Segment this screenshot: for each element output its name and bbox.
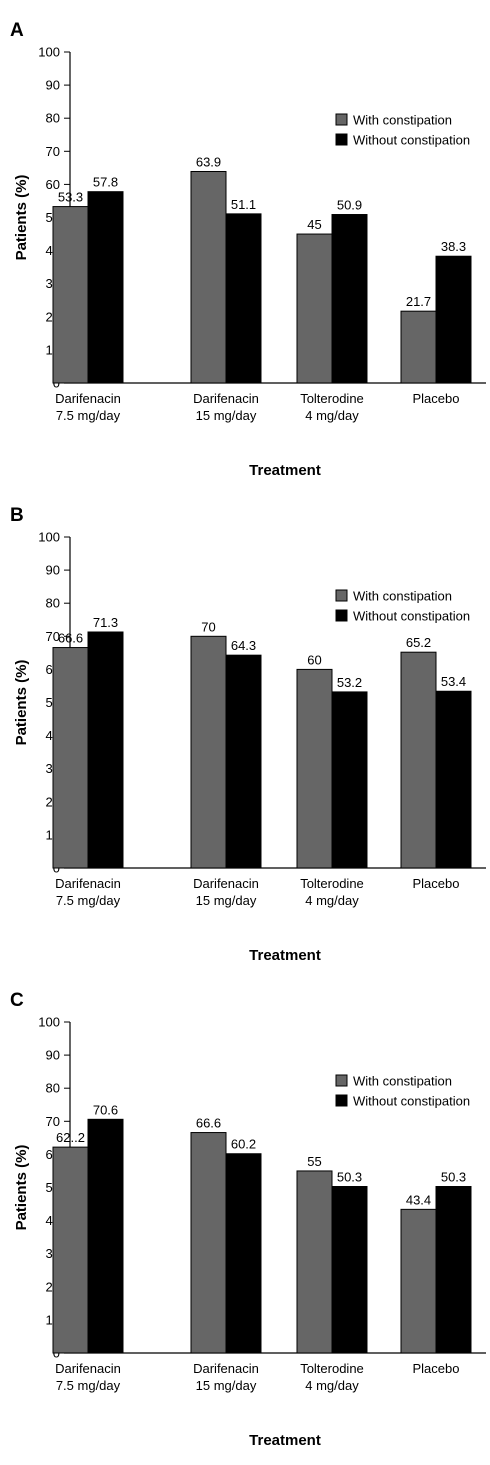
data-label: 53.3 — [58, 190, 83, 205]
y-tick-label: 80 — [46, 596, 60, 611]
legend-swatch — [335, 133, 348, 146]
legend-swatch — [335, 1074, 348, 1087]
data-label: 66.6 — [196, 1116, 221, 1131]
x-category-label: Darifenacin 15 mg/day — [193, 876, 259, 908]
data-label: 43.4 — [406, 1192, 431, 1207]
x-axis-title: Treatment — [249, 947, 321, 964]
y-tick-label: 90 — [46, 563, 60, 578]
x-axis-title: Treatment — [249, 1432, 321, 1449]
y-tick-label: 70 — [46, 629, 60, 644]
data-label: 65.2 — [406, 635, 431, 650]
bar-with-constipation — [296, 668, 333, 869]
data-label: 66.6 — [58, 631, 83, 646]
data-label: 60 — [307, 652, 321, 667]
y-tick-label: 100 — [38, 45, 60, 60]
legend-swatch — [335, 589, 348, 602]
data-label: 53.4 — [441, 674, 466, 689]
y-tick-label: 60 — [46, 177, 60, 192]
data-label: 57.8 — [93, 175, 118, 190]
legend-swatch — [335, 113, 348, 126]
data-label: 55 — [307, 1154, 321, 1169]
data-label: 38.3 — [441, 239, 466, 254]
bar-with-constipation — [52, 206, 89, 384]
y-tick-label: 90 — [46, 78, 60, 93]
bar-with-constipation — [400, 1208, 437, 1354]
x-category-label: Darifenacin 7.5 mg/day — [55, 391, 121, 423]
x-category-label: Tolterodine 4 mg/day — [300, 1361, 364, 1393]
x-category-label: Darifenacin 7.5 mg/day — [55, 1361, 121, 1393]
bar-without-constipation — [435, 690, 472, 869]
bar-with-constipation — [52, 647, 89, 869]
y-tick-label: 80 — [46, 111, 60, 126]
legend-label: Without constipation — [353, 133, 470, 148]
bar-without-constipation — [331, 214, 368, 384]
y-tick-label: 100 — [38, 530, 60, 545]
y-axis-title: Patients (%) — [13, 175, 30, 261]
data-label: 71.3 — [93, 615, 118, 630]
bar-with-constipation — [400, 310, 437, 384]
legend-label: With constipation — [353, 589, 452, 604]
bar-without-constipation — [225, 1153, 262, 1354]
y-tick-label: 100 — [38, 1015, 60, 1030]
data-label: 70.6 — [93, 1102, 118, 1117]
x-category-label: Tolterodine 4 mg/day — [300, 876, 364, 908]
x-category-label: Placebo — [413, 876, 460, 891]
bar-with-constipation — [296, 1170, 333, 1354]
legend-label: Without constipation — [353, 609, 470, 624]
legend-swatch — [335, 609, 348, 622]
bar-without-constipation — [87, 191, 124, 384]
y-axis-title: Patients (%) — [13, 1145, 30, 1231]
data-label: 64.3 — [231, 638, 256, 653]
bar-without-constipation — [331, 1186, 368, 1354]
bar-with-constipation — [296, 233, 333, 384]
x-axis-title: Treatment — [249, 462, 321, 479]
bar-without-constipation — [435, 1186, 472, 1354]
data-label: 62..2 — [56, 1130, 85, 1145]
data-label: 50.9 — [337, 198, 362, 213]
bar-with-constipation — [400, 651, 437, 869]
x-category-label: Darifenacin 15 mg/day — [193, 391, 259, 423]
x-category-label: Placebo — [413, 391, 460, 406]
y-tick-label: 70 — [46, 144, 60, 159]
legend-label: With constipation — [353, 113, 452, 128]
bar-without-constipation — [87, 631, 124, 869]
bar-with-constipation — [190, 170, 227, 384]
x-category-label: Placebo — [413, 1361, 460, 1376]
chart-panel-c: C0102030405060708090100Patients (%)62..2… — [10, 990, 486, 1449]
chart-panel-a: A0102030405060708090100Patients (%)53.36… — [10, 20, 486, 479]
bar-with-constipation — [190, 1132, 227, 1354]
x-category-label: Darifenacin 7.5 mg/day — [55, 876, 121, 908]
y-tick-label: 70 — [46, 1114, 60, 1129]
bar-with-constipation — [190, 635, 227, 869]
bar-without-constipation — [435, 255, 472, 384]
data-label: 50.3 — [337, 1170, 362, 1185]
panel-letter: B — [10, 505, 24, 526]
legend-swatch — [335, 1094, 348, 1107]
y-tick-label: 90 — [46, 1048, 60, 1063]
legend-label: Without constipation — [353, 1094, 470, 1109]
bar-without-constipation — [87, 1118, 124, 1354]
bar-without-constipation — [331, 691, 368, 869]
data-label: 45 — [307, 217, 321, 232]
x-category-label: Darifenacin 15 mg/day — [193, 1361, 259, 1393]
data-label: 60.2 — [231, 1137, 256, 1152]
data-label: 21.7 — [406, 294, 431, 309]
data-label: 70 — [201, 619, 215, 634]
y-tick-label: 80 — [46, 1081, 60, 1096]
legend-label: With constipation — [353, 1074, 452, 1089]
data-label: 53.2 — [337, 675, 362, 690]
data-label: 63.9 — [196, 154, 221, 169]
bar-without-constipation — [225, 654, 262, 869]
x-category-label: Tolterodine 4 mg/day — [300, 391, 364, 423]
chart-panel-b: B0102030405060708090100Patients (%)66.67… — [10, 505, 486, 964]
y-axis-title: Patients (%) — [13, 660, 30, 746]
panel-letter: A — [10, 20, 24, 41]
data-label: 50.3 — [441, 1170, 466, 1185]
bar-without-constipation — [225, 213, 262, 384]
bar-with-constipation — [52, 1146, 89, 1354]
panel-letter: C — [10, 990, 24, 1011]
data-label: 51.1 — [231, 197, 256, 212]
